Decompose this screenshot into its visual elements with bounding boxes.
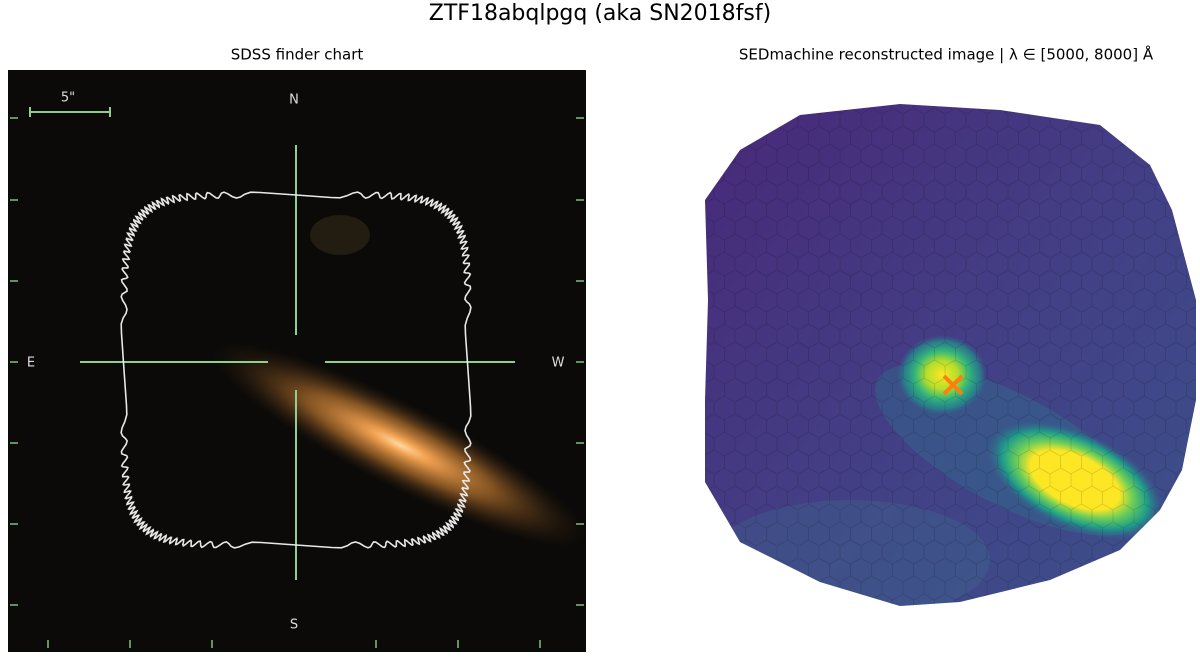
sed-image [705,104,1196,606]
panel-title: SEDmachine reconstructed image | λ ∈ [50… [739,45,1154,64]
compass-w: W [552,356,565,371]
compass-e: E [27,356,35,371]
compass-n: N [289,93,299,108]
figure-title: ZTF18abqlpgq (aka SN2018fsf) [429,1,771,26]
compass-s: S [290,618,298,633]
finder-chart: 5" N S E W [8,70,589,652]
panel-title: SDSS finder chart [231,46,364,64]
sn-marker [942,374,964,396]
ifu-contour [120,191,472,549]
scale-label: 5" [61,91,75,106]
